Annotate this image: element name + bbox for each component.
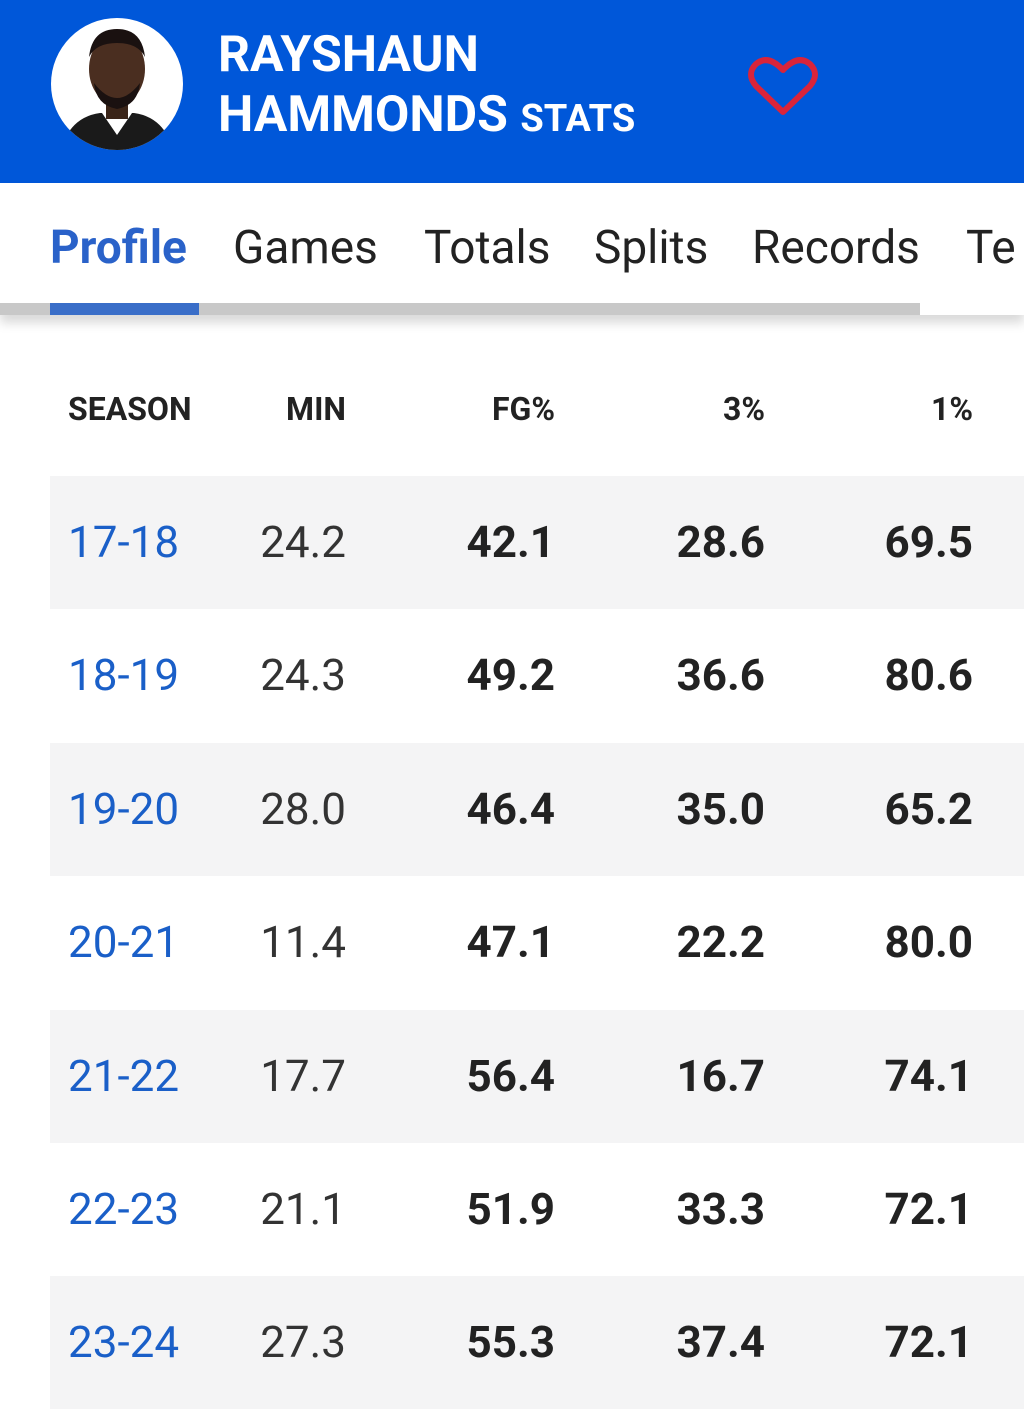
min-cell: 24.3 [260,649,346,702]
min-cell: 24.2 [260,516,346,568]
season-cell[interactable]: 19-20 [68,782,180,835]
ft-pct-cell: 69.5 [884,516,974,568]
fg-pct-cell: 47.1 [466,916,556,969]
player-first-name: RAYSHAUN [218,26,479,84]
season-cell[interactable]: 20-21 [68,916,180,969]
player-last-name-text: HAMMONDS [218,86,508,144]
min-cell: 27.3 [260,1316,346,1369]
table-row: 18-19 24.3 49.2 36.6 80.6 [50,609,1024,742]
header: RAYSHAUN HAMMONDS STATS [0,0,1024,183]
ft-pct-cell: 80.0 [884,916,974,969]
tab-track [0,303,920,315]
tab-indicator [50,303,199,315]
table-row: 17-18 24.2 42.1 28.6 69.5 [50,476,1024,609]
table-row: 23-24 27.3 55.3 37.4 72.1 [50,1276,1024,1409]
column-header: SEASON [68,390,192,428]
ft-pct-cell: 80.6 [884,649,974,702]
table-row: 21-22 17.7 56.4 16.7 74.1 [50,1009,1024,1143]
season-cell[interactable]: 23-24 [68,1316,180,1369]
fg-pct-cell: 56.4 [466,1049,556,1102]
table-row: 20-21 11.4 47.1 22.2 80.0 [50,876,1024,1009]
min-cell: 17.7 [260,1049,346,1102]
stats-label: STATS [520,97,636,141]
three-pct-cell: 16.7 [676,1049,766,1102]
tab[interactable]: Records [752,221,920,275]
tab[interactable]: Te [966,221,1016,275]
fg-pct-cell: 51.9 [466,1183,556,1235]
season-cell[interactable]: 21-22 [68,1049,180,1102]
tab-bar: Profile Games Totals Splits Records Te [0,183,1024,315]
column-header: MIN [286,390,346,428]
ft-pct-cell: 74.1 [884,1049,974,1102]
three-pct-cell: 28.6 [676,516,766,568]
fg-pct-cell: 42.1 [466,516,556,568]
favorite-button[interactable] [748,56,818,118]
table-row: 22-23 21.1 51.9 33.3 72.1 [50,1143,1024,1276]
min-cell: 21.1 [260,1183,346,1235]
tab[interactable]: Splits [594,221,709,275]
ft-pct-cell: 65.2 [884,782,974,835]
three-pct-cell: 22.2 [676,916,766,969]
tab[interactable]: Totals [424,221,551,275]
season-cell[interactable]: 18-19 [68,649,180,702]
ft-pct-cell: 72.1 [884,1183,974,1235]
fg-pct-cell: 46.4 [466,782,556,835]
min-cell: 28.0 [260,782,346,835]
season-cell[interactable]: 17-18 [68,516,180,568]
tab[interactable]: Profile [50,221,187,275]
three-pct-cell: 35.0 [676,782,766,835]
player-last-name: HAMMONDS STATS [218,90,635,140]
table-row: 19-20 28.0 46.4 35.0 65.2 [50,742,1024,876]
player-avatar [51,18,183,150]
three-pct-cell: 37.4 [676,1316,766,1369]
season-cell[interactable]: 22-23 [68,1183,180,1235]
fg-pct-cell: 55.3 [466,1316,556,1369]
fg-pct-cell: 49.2 [466,649,556,702]
ft-pct-cell: 72.1 [884,1316,974,1369]
tab[interactable]: Games [233,221,378,275]
three-pct-cell: 36.6 [676,649,766,702]
min-cell: 11.4 [260,916,346,969]
column-header: 3% [722,390,765,428]
column-header: 1% [930,390,973,428]
column-header: FG% [491,390,555,428]
three-pct-cell: 33.3 [676,1183,766,1235]
